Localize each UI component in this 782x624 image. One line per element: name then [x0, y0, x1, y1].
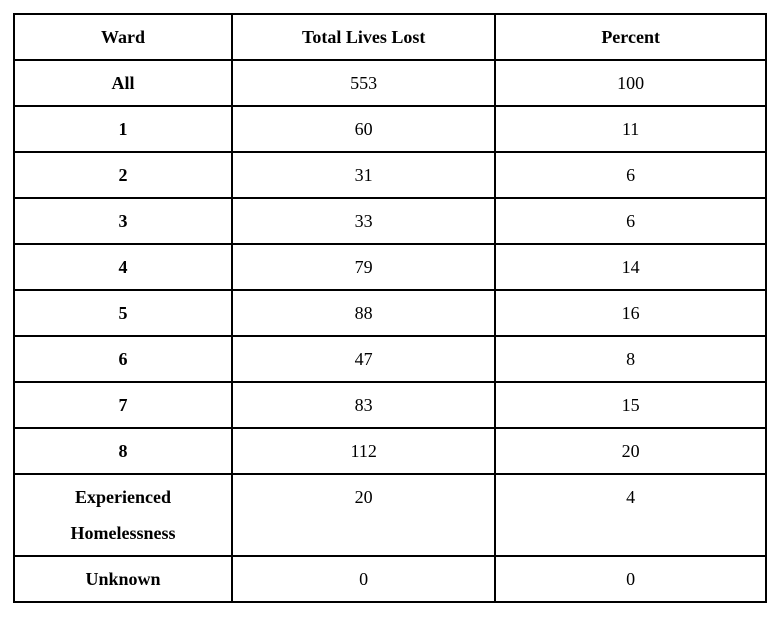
table-row: 1 60 11: [12, 105, 767, 153]
table-row: 2 31 6: [12, 151, 767, 199]
table-row: 7 83 15: [12, 381, 767, 429]
column-header-ward: Ward: [12, 13, 234, 61]
percent-cell: 0: [494, 555, 767, 603]
ward-cell: Experienced Homelessness: [12, 473, 234, 557]
total-lives-lost-cell: 83: [231, 381, 497, 429]
table-row: Experienced Homelessness 20 4: [12, 473, 767, 557]
total-lives-lost-cell: 79: [231, 243, 497, 291]
total-lives-lost-cell: 0: [231, 555, 497, 603]
percent-cell: 8: [494, 335, 767, 383]
table-row: 4 79 14: [12, 243, 767, 291]
ward-cell: 2: [12, 151, 234, 199]
ward-cell: 5: [12, 289, 234, 337]
ward-cell: 8: [12, 427, 234, 475]
total-lives-lost-cell: 31: [231, 151, 497, 199]
ward-lives-lost-table: Ward Total Lives Lost Percent All 553 100 1…: [12, 13, 767, 603]
table-body: All 553 100 1 60 11 2 31 6 3 33 6 4 79 14 5 88 16 6 47 8 7 83 1…: [12, 59, 767, 603]
percent-cell: 14: [494, 243, 767, 291]
ward-cell: 1: [12, 105, 234, 153]
total-lives-lost-cell: 88: [231, 289, 497, 337]
total-lives-lost-cell: 20: [231, 473, 497, 557]
percent-cell: 16: [494, 289, 767, 337]
total-lives-lost-cell: 553: [231, 59, 497, 107]
percent-cell: 6: [494, 197, 767, 245]
table-row: 5 88 16: [12, 289, 767, 337]
total-lives-lost-cell: 60: [231, 105, 497, 153]
table-row: 3 33 6: [12, 197, 767, 245]
table-row: 8 112 20: [12, 427, 767, 475]
percent-cell: 4: [494, 473, 767, 557]
table-row: 6 47 8: [12, 335, 767, 383]
ward-cell: 3: [12, 197, 234, 245]
ward-cell: 7: [12, 381, 234, 429]
percent-cell: 100: [494, 59, 767, 107]
percent-cell: 6: [494, 151, 767, 199]
percent-cell: 11: [494, 105, 767, 153]
total-lives-lost-cell: 112: [231, 427, 497, 475]
table-row: All 553 100: [12, 59, 767, 107]
percent-cell: 20: [494, 427, 767, 475]
percent-cell: 15: [494, 381, 767, 429]
ward-cell: Unknown: [12, 555, 234, 603]
column-header-percent: Percent: [494, 13, 767, 61]
header-row: Ward Total Lives Lost Percent: [12, 13, 767, 61]
column-header-total-lives-lost: Total Lives Lost: [231, 13, 497, 61]
ward-cell: 6: [12, 335, 234, 383]
total-lives-lost-cell: 33: [231, 197, 497, 245]
ward-cell: All: [12, 59, 234, 107]
ward-cell: 4: [12, 243, 234, 291]
total-lives-lost-cell: 47: [231, 335, 497, 383]
table-row: Unknown 0 0: [12, 555, 767, 603]
